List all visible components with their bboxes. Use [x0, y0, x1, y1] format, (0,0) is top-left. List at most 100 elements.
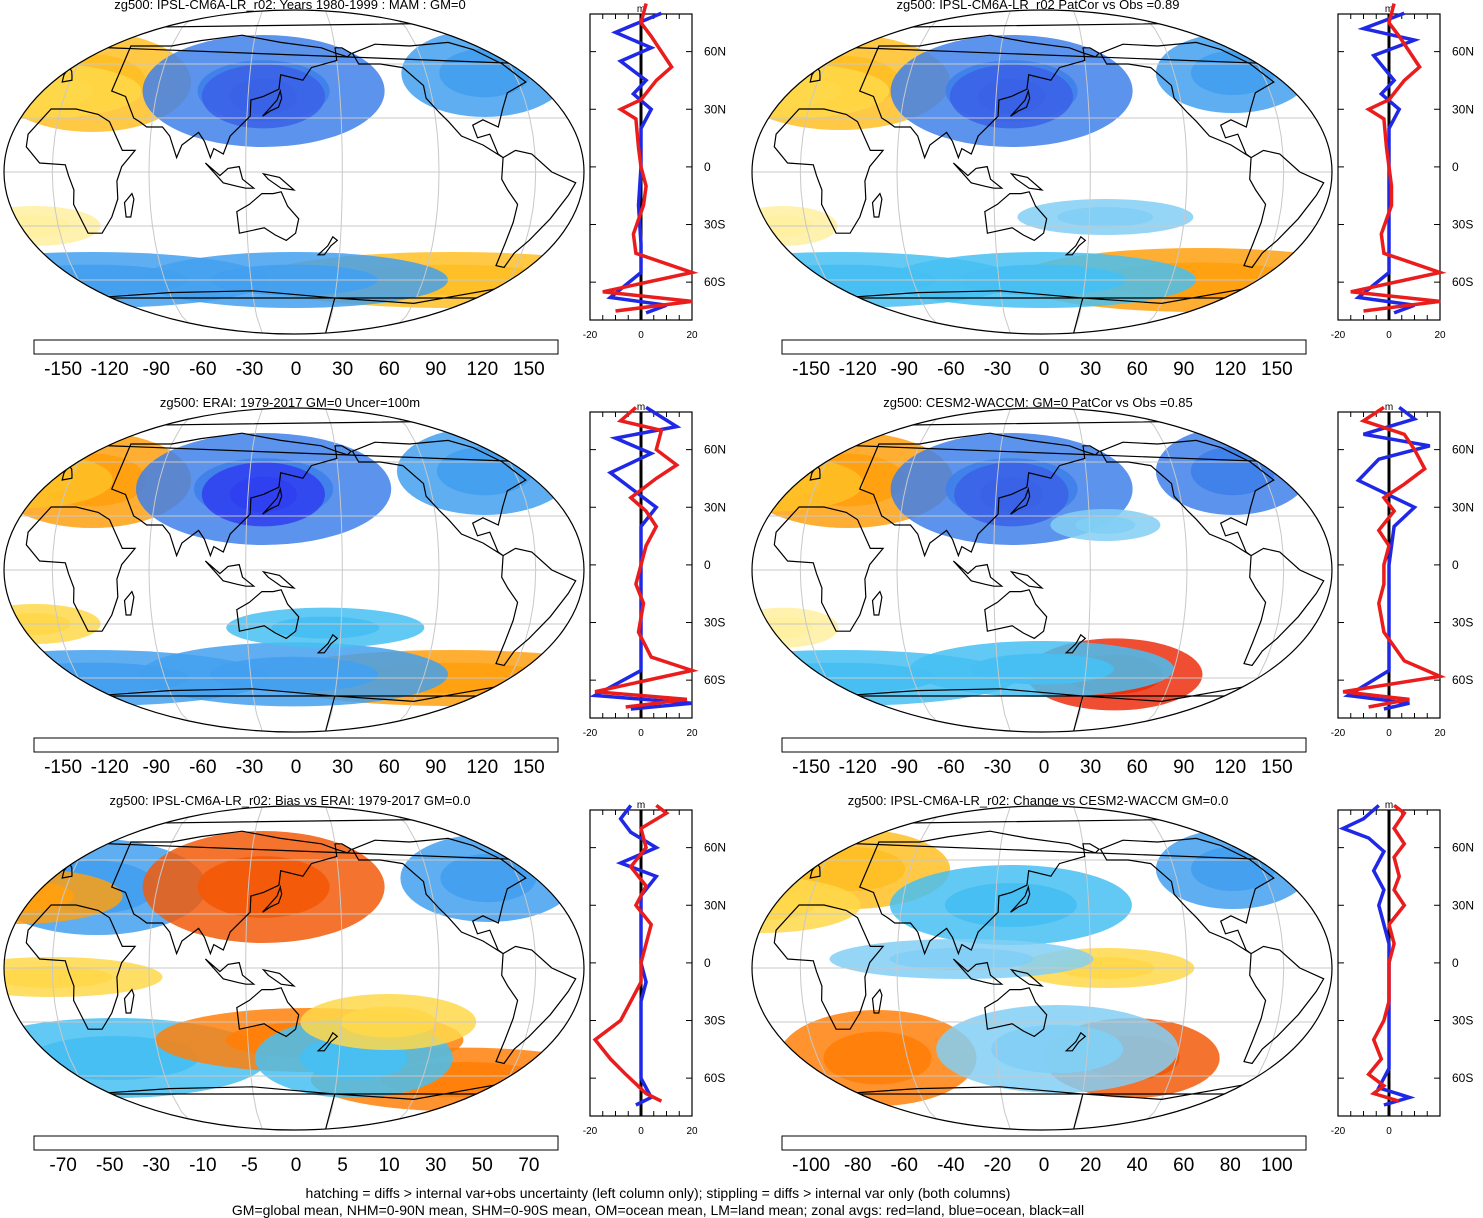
coastline-africa — [25, 506, 137, 632]
colorbar-tick-label: -120 — [91, 757, 129, 778]
profile-unit: m — [637, 800, 645, 811]
panel-title-2: zg500: IPSL-CM6A-LR_r02 PatCor vs Obs =0… — [897, 0, 1180, 12]
coastline-japan — [262, 884, 283, 913]
anomaly-core — [271, 616, 380, 639]
profile-unit: m — [1385, 800, 1393, 811]
coastline-uk — [809, 862, 821, 879]
colorbar-1: -150 -120 -90 -60 -30 0 30 60 90 120 150 — [33, 339, 559, 380]
coastline-america_s — [495, 547, 577, 667]
profile-lat-label: 0 — [1452, 558, 1459, 572]
zonal-profile-5: m 60N 30N 0 30S 60S -20 0 20 — [583, 800, 726, 1137]
colorbar-tick-label: 30 — [1080, 359, 1101, 380]
colorbar-tick-label: 90 — [1173, 359, 1194, 380]
colorbar-tick-label: -60 — [189, 757, 216, 778]
profile-lat-label: 30N — [704, 898, 726, 912]
coastline-japan — [1010, 884, 1031, 913]
profile-x-tick-label: 0 — [1386, 1126, 1392, 1137]
coastline-nz — [1064, 235, 1087, 256]
graticule-lon — [324, 408, 343, 732]
coastline-america_n — [351, 439, 527, 557]
colorbar-tick-label: 30 — [425, 1155, 446, 1176]
graticule-lon — [245, 10, 264, 334]
profile-lat-label: 60N — [1452, 45, 1474, 59]
map-4 — [751, 407, 1333, 733]
coastline-america_s — [1243, 149, 1325, 269]
colorbar-tick-label: 60 — [1127, 359, 1148, 380]
coastline-antarctica — [90, 286, 507, 334]
coastline-america_n — [1099, 41, 1275, 159]
graticule-lon — [1135, 408, 1188, 732]
profile-lat-label: 60S — [1452, 275, 1473, 289]
colorbar-6: -100 -80 -60 -40 -20 0 20 40 60 80 100 — [781, 1135, 1307, 1176]
profile-land-line — [602, 3, 699, 313]
colorbar-tick-label: -90 — [891, 359, 918, 380]
coastline-madagascar — [123, 192, 135, 218]
colorbar-tick-label: -60 — [937, 359, 964, 380]
coastline-eurasia_e — [858, 830, 1086, 956]
coastline-america_s — [1243, 547, 1325, 667]
colorbar-frame — [781, 737, 1307, 753]
profile-x-tick-label: 0 — [1386, 330, 1392, 341]
profile-x-tick-label: -20 — [1331, 728, 1346, 739]
colorbar-tick-label: -90 — [143, 757, 170, 778]
profile-lat-label: 0 — [704, 160, 711, 174]
map-1 — [3, 9, 585, 335]
anomaly-core — [210, 656, 378, 693]
colorbar-tick-label: 150 — [513, 359, 545, 380]
anomaly-core — [197, 856, 330, 918]
profile-lat-label: 60S — [704, 1071, 725, 1085]
coastline-japan — [262, 88, 283, 117]
graticule-lon — [993, 10, 1012, 334]
coastline-africa — [25, 108, 137, 234]
colorbar-tick-label: 120 — [466, 757, 498, 778]
profile-unit: m — [637, 4, 645, 15]
zonal-profile-4: m 60N 30N 0 30S 60S -20 0 20 — [1331, 402, 1474, 739]
colorbar-tick-label: 40 — [1127, 1155, 1148, 1176]
colorbar-tick-label: 90 — [425, 757, 446, 778]
coastline-uk — [809, 464, 821, 481]
coastline-madagascar — [123, 590, 135, 616]
profile-x-tick-label: 20 — [686, 1126, 698, 1137]
profile-x-tick-label: -20 — [583, 728, 598, 739]
colorbar-tick-label: -90 — [891, 757, 918, 778]
colorbar-tick-label: -80 — [844, 1155, 871, 1176]
graticule-lon — [387, 806, 440, 1130]
coastline-newguinea — [261, 570, 296, 589]
profile-ocean-line — [615, 804, 661, 1107]
profile-land-line — [1342, 405, 1447, 709]
colorbar-tick-label: -150 — [792, 757, 830, 778]
anomaly-core — [970, 653, 1114, 685]
profile-lat-label: 60S — [704, 673, 725, 687]
colorbar-tick-label: 120 — [1214, 359, 1246, 380]
graticule-lon — [387, 10, 440, 334]
colorbar-tick-label: -120 — [839, 359, 877, 380]
graticule-lon — [896, 10, 949, 334]
colorbar-tick-label: -30 — [984, 359, 1011, 380]
graticule-lon — [324, 806, 343, 1130]
coastline-madagascar — [871, 988, 883, 1014]
map-6 — [751, 805, 1333, 1131]
coastline-america_s — [495, 149, 577, 269]
profile-lat-label: 60N — [704, 45, 726, 59]
coastline-australia — [236, 589, 300, 640]
coastline-antarctica — [90, 1082, 507, 1130]
coastline-newguinea — [1009, 968, 1044, 987]
graticule-lon — [1135, 10, 1188, 334]
colorbar-tick-label: -120 — [91, 359, 129, 380]
colorbar-tick-label: -70 — [49, 1155, 76, 1176]
profile-lat-label: 0 — [704, 558, 711, 572]
coastline-antarctica — [838, 1082, 1255, 1130]
colorbar-tick-label: 120 — [1214, 757, 1246, 778]
profile-lat-label: 60N — [1452, 841, 1474, 855]
coastline-australia — [984, 191, 1048, 242]
colorbar-tick-label: 150 — [1261, 359, 1293, 380]
coastline-africa — [773, 506, 885, 632]
coastline-eurasia_e — [110, 34, 338, 160]
profile-land-line — [594, 406, 699, 709]
colorbar-tick-label: -60 — [891, 1155, 918, 1176]
coastline-eurasia_w — [334, 47, 353, 58]
graticule-lon — [993, 408, 1012, 732]
colorbar-tick-label: 0 — [1039, 757, 1050, 778]
colorbar-frame — [33, 737, 559, 753]
